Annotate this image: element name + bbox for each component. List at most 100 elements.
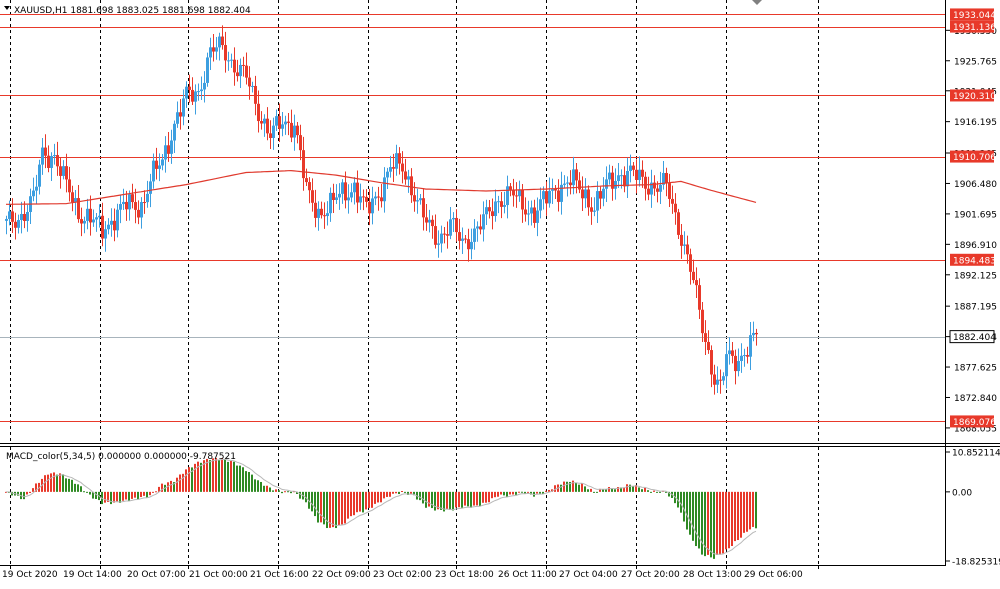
macd-bar [329,491,331,528]
candle [371,186,374,225]
candle [311,178,314,212]
shift-marker-icon[interactable] [752,0,762,5]
candle [686,235,689,264]
candle [431,215,434,239]
candle [533,199,536,228]
macd-bar [542,491,544,494]
candle [554,184,557,200]
macd-bar [134,491,136,498]
candle [623,166,626,193]
macd-bar [467,491,469,507]
candle [497,195,500,214]
macd-bar [668,491,670,497]
candle [200,76,203,100]
candle [638,156,641,187]
candle [263,114,266,137]
macd-bar [455,491,457,508]
candle [362,189,365,211]
macd-bar [122,491,124,501]
macd-bar [638,487,640,492]
price-tick-label: 1906.480 [954,180,997,190]
candle [719,369,722,394]
macd-bar [650,491,652,493]
candle [233,47,236,86]
macd-bar [740,491,742,538]
candle [458,218,461,250]
candle [332,183,335,214]
macd-bar [584,486,586,492]
macd-bar [251,474,253,492]
candle [203,71,206,103]
candle [374,191,377,206]
candle [641,160,644,188]
macd-bar [44,475,46,492]
macd-bar [245,471,247,492]
macd-bar [464,491,466,506]
candle [68,166,71,202]
moving-average [6,169,757,205]
candle [131,183,134,209]
candle [647,176,650,201]
candle [461,227,464,254]
macd-bar [125,491,127,500]
candle [284,115,287,135]
candle [578,172,581,194]
candle [101,202,104,247]
macd-bar [77,484,79,492]
macd-bar [242,467,244,492]
candle [584,178,587,209]
candle [206,52,209,87]
candle [143,190,146,214]
candle [152,153,155,189]
candle [119,195,122,224]
menu-triangle-icon[interactable] [4,6,10,10]
macd-bar [299,491,301,499]
candle [317,201,320,231]
candle [179,98,182,130]
macd-bar [107,491,109,502]
candle [698,278,701,320]
candle [650,169,653,208]
time-label: 27 Oct 04:00 [559,570,618,580]
candle [20,201,23,234]
macd-bar [284,491,286,493]
macd-bar [476,491,478,506]
candle [38,159,41,195]
level-label: 1869.076 [953,418,996,428]
candle [314,189,317,228]
macd-bar [410,491,412,494]
macd-bar [653,490,655,492]
candle [305,168,308,186]
macd-bar [278,490,280,492]
macd-bar [752,491,754,527]
candle [410,168,413,203]
candle [740,343,743,373]
macd-bar [83,491,85,493]
macd-bar [602,489,604,492]
candle [56,141,59,176]
macd-bar [179,474,181,492]
horizontal-levels [0,14,946,422]
candle [593,197,596,217]
macd-bar [380,491,382,503]
price-tick-label: 1872.840 [954,394,997,404]
candle [194,84,197,115]
macd-bar [716,491,718,555]
macd-bar [719,491,721,555]
candle [170,129,173,164]
candle [734,349,737,385]
candle [659,171,662,204]
macd-bar [497,491,499,497]
candle [482,201,485,242]
candle [341,179,344,204]
macd-bar [317,491,319,523]
macd-bar [203,460,205,492]
candle [692,259,695,284]
macd-bar [227,461,229,492]
candle [677,208,680,239]
candle [212,33,215,62]
macd-bar [479,491,481,506]
macd-bar [473,491,475,506]
